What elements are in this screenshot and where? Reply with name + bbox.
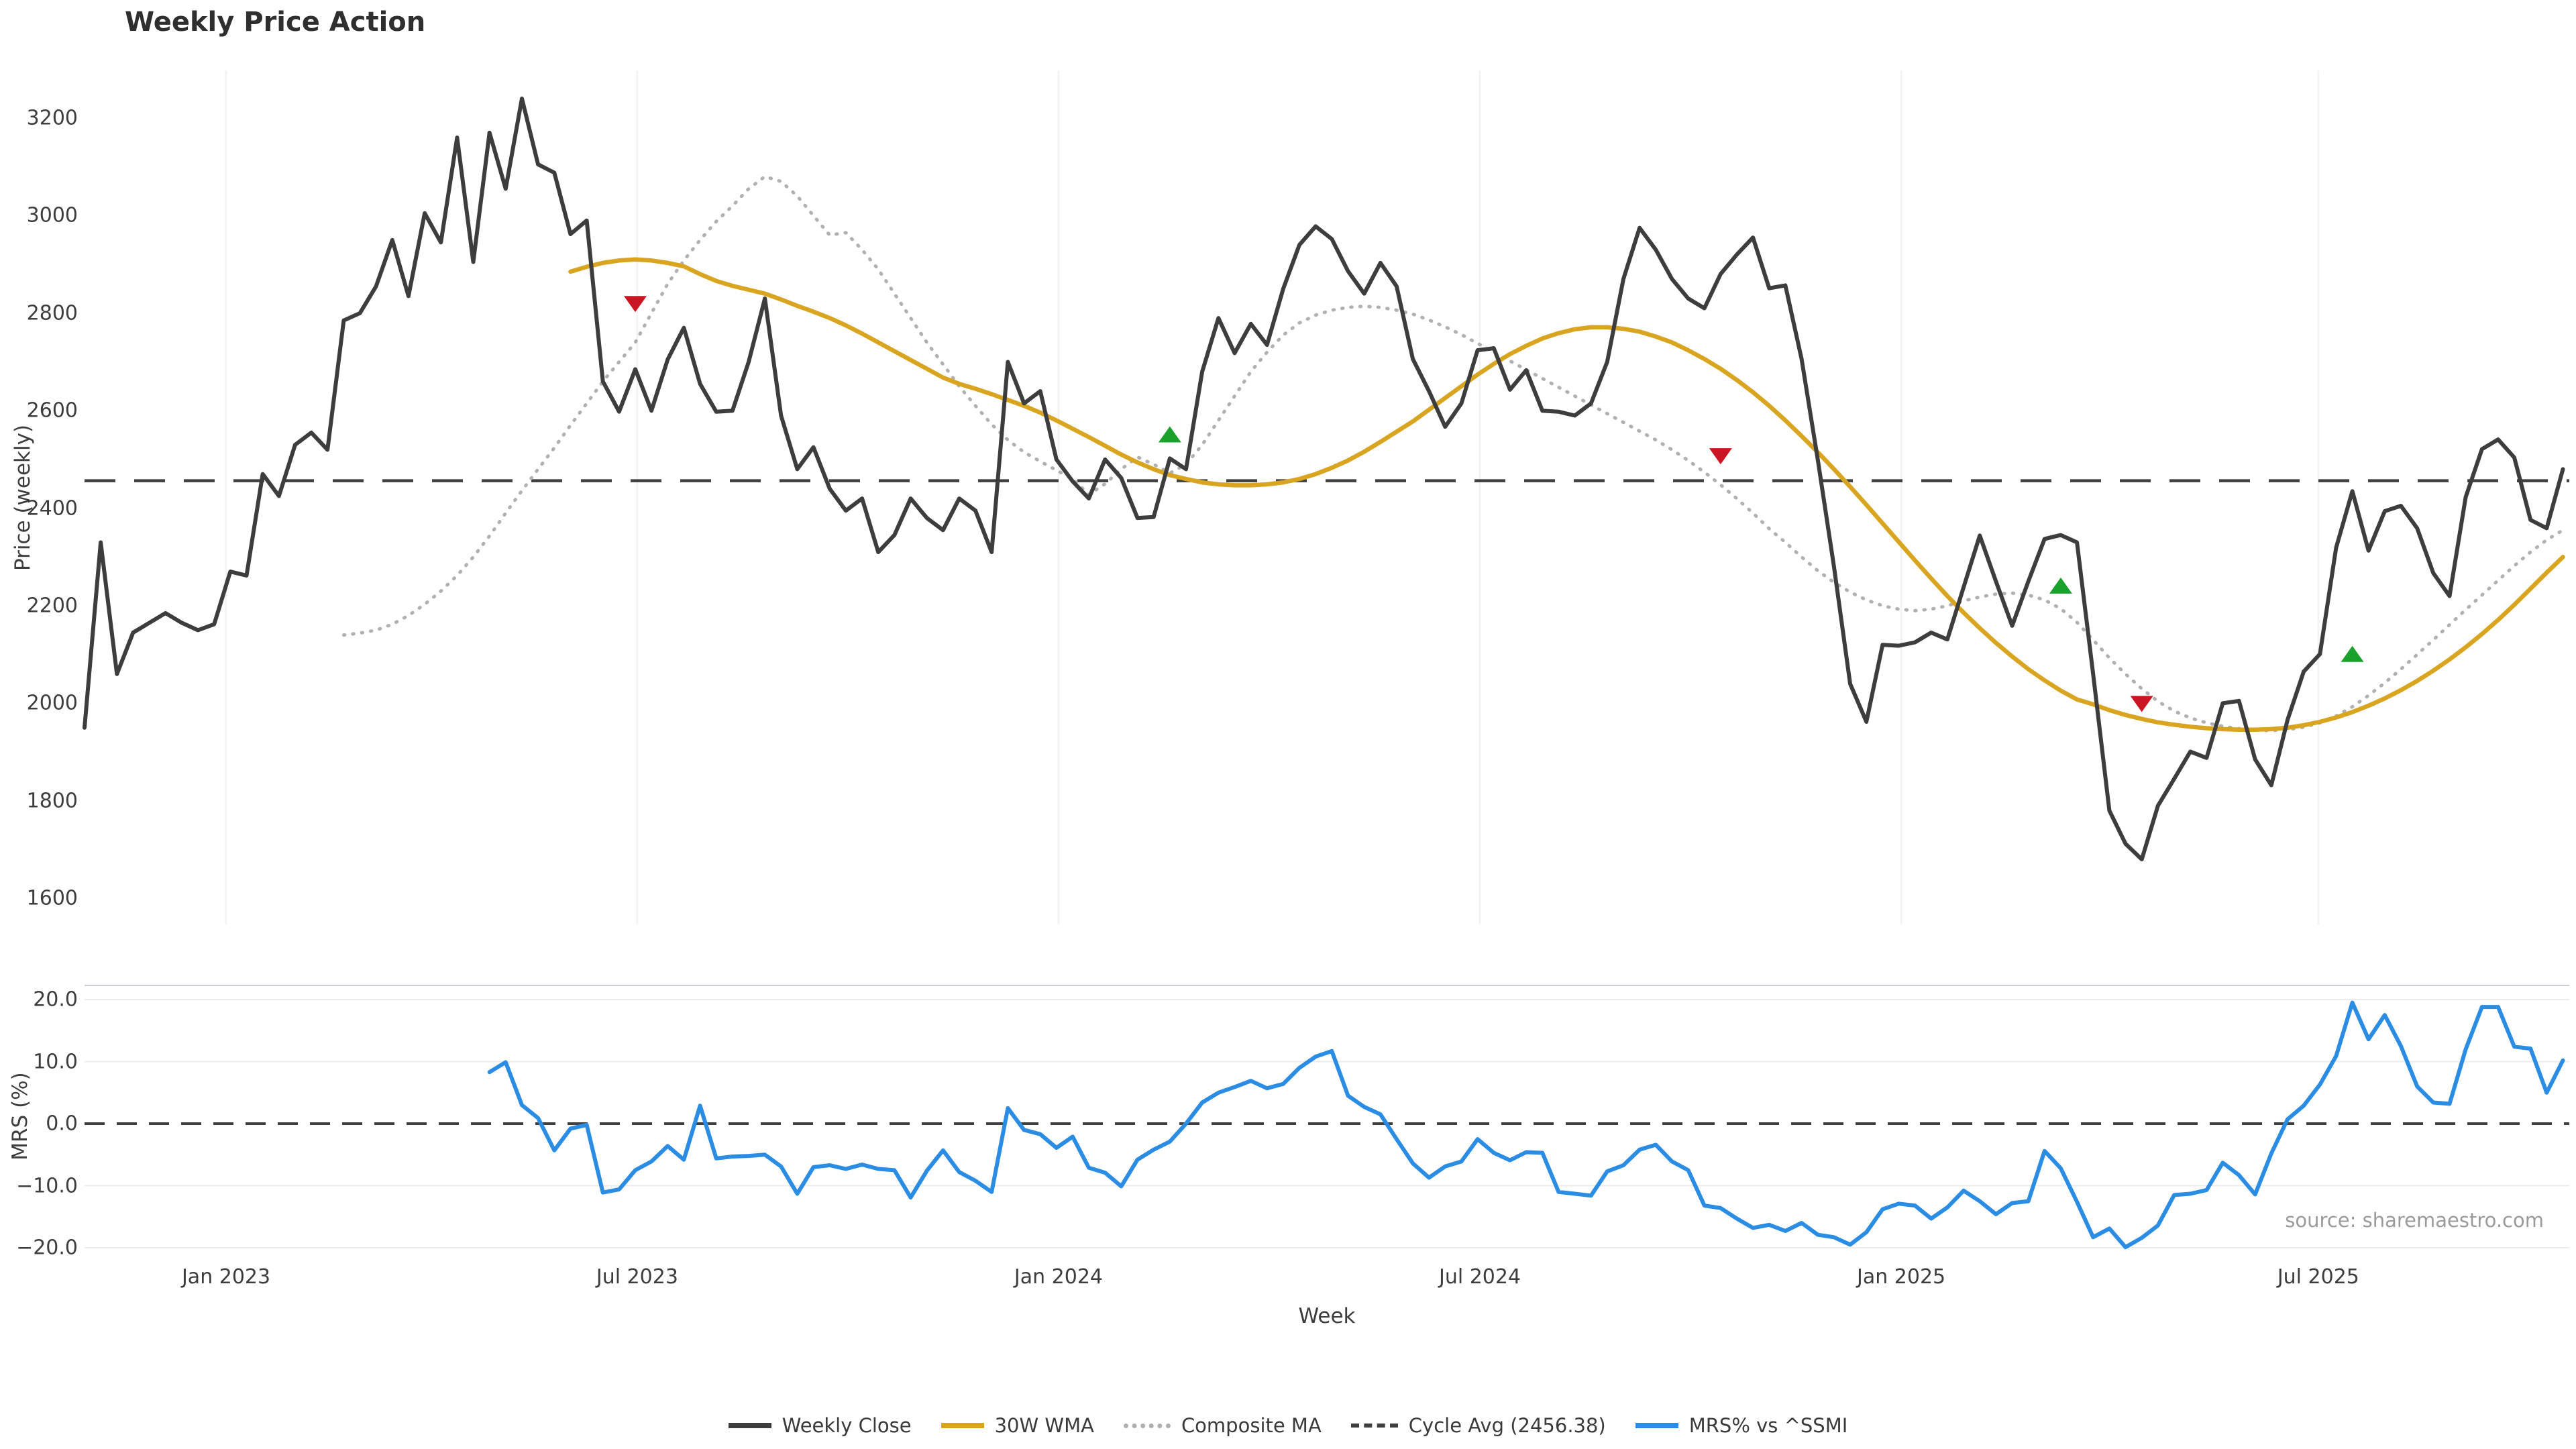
date-tick-label: Jan 2023 (181, 1265, 271, 1289)
sell-signal-marker-icon (623, 296, 647, 313)
legend-label: MRS% vs ^SSMI (1688, 1414, 1848, 1437)
legend-item-composite-ma: Composite MA (1123, 1414, 1322, 1437)
legend-label: Weekly Close (782, 1414, 912, 1437)
legend-label: Cycle Avg (2456.38) (1408, 1414, 1606, 1437)
mrs-axis-label: MRS (%) (8, 1072, 32, 1161)
price-tick-label: 2400 (26, 496, 78, 521)
mrs-tick-label: 10.0 (33, 1050, 78, 1073)
legend-item-mrs: MRS% vs ^SSMI (1635, 1414, 1848, 1437)
legend-label: 30W WMA (994, 1414, 1094, 1437)
legend-item-30w-wma: 30W WMA (941, 1414, 1094, 1437)
week-axis-label: Week (1298, 1304, 1356, 1328)
wma-line-swatch-icon (941, 1423, 984, 1428)
weekly-close-line (83, 96, 2565, 861)
legend-label: Composite MA (1181, 1414, 1322, 1437)
weekly-close-line-swatch-icon (728, 1423, 771, 1428)
price-tick-label: 2000 (26, 691, 78, 715)
buy-signal-marker-icon (1158, 426, 1181, 443)
price-tick-label: 1800 (26, 789, 78, 813)
legend-item-weekly-close: Weekly Close (728, 1414, 912, 1437)
source-attribution: source: sharemaestro.com (2285, 1209, 2544, 1232)
price-tick-label: 2600 (26, 398, 78, 423)
sell-signal-marker-icon (1709, 448, 1732, 465)
date-tick-label: Jul 2023 (596, 1265, 678, 1289)
sell-signal-marker-icon (2130, 696, 2153, 712)
buy-signal-marker-icon (2341, 645, 2364, 662)
price-tick-label: 1600 (26, 886, 78, 910)
mrs-line-swatch-icon (1635, 1423, 1678, 1428)
wma-30w-line (568, 257, 2565, 732)
price-tick-label: 2200 (26, 594, 78, 618)
cycle-avg-swatch-icon (1350, 1424, 1398, 1428)
legend-item-cycle-avg: Cycle Avg (2456.38) (1350, 1414, 1606, 1437)
mrs-tick-label: 20.0 (33, 987, 78, 1012)
composite-ma-swatch-icon (1123, 1423, 1171, 1428)
buy-signal-marker-icon (2049, 577, 2072, 594)
chart-legend: Weekly Close 30W WMA Composite MA Cycle … (0, 1414, 2576, 1437)
chart-title: Weekly Price Action (125, 7, 426, 38)
mrs-tick-label: −10.0 (16, 1174, 78, 1197)
composite-ma-line (341, 174, 2565, 733)
price-tick-label: 3200 (26, 106, 78, 130)
date-tick-label: Jul 2024 (1438, 1265, 1521, 1289)
mrs-line (487, 1000, 2565, 1250)
price-tick-label: 3000 (26, 203, 78, 227)
date-tick-label: Jul 2025 (2277, 1265, 2359, 1289)
mrs-tick-label: 0.0 (46, 1112, 78, 1136)
price-tick-label: 2800 (26, 301, 78, 325)
date-tick-label: Jan 2024 (1014, 1265, 1104, 1289)
mrs-tick-label: −20.0 (16, 1236, 78, 1260)
date-tick-label: Jan 2025 (1857, 1265, 1946, 1289)
